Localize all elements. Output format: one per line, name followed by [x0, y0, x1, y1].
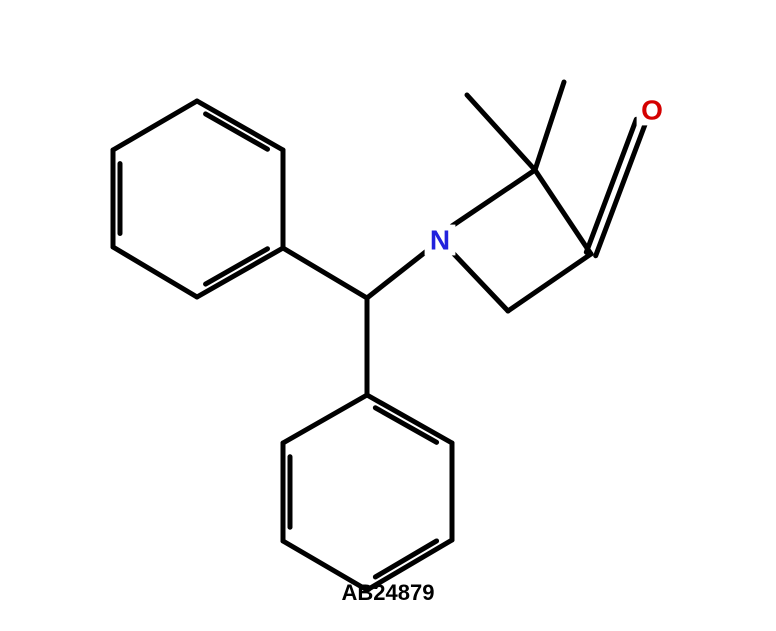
figure: NO AB24879 — [0, 0, 776, 631]
atom-label-N: N — [430, 225, 450, 256]
atom-label-O: O — [641, 95, 663, 126]
compound-id: AB24879 — [0, 580, 776, 606]
molecule-diagram: NO — [0, 0, 776, 631]
